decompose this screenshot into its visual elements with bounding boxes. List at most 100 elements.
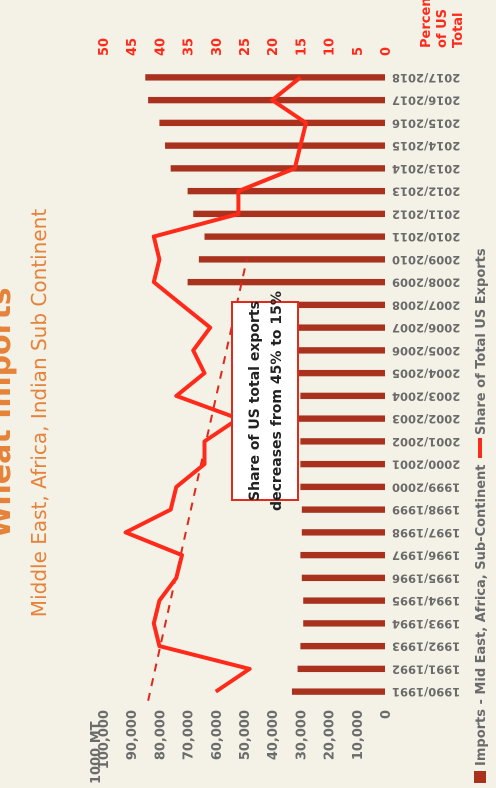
y-left-tick-labels: 0 10,000 20,000 30,000 40,000 50,000 60,000 70,… (97, 710, 394, 769)
x-tick-label: 2000/2001 (392, 458, 460, 472)
bar (198, 256, 385, 263)
y-left-tick: 0 (379, 710, 394, 719)
x-tick-label: 1992/1993 (392, 640, 460, 654)
x-tick-label: 1996/1997 (392, 549, 460, 563)
y-left-tick: 30,000 (294, 710, 309, 760)
bar (187, 278, 385, 286)
bar (297, 665, 385, 673)
x-tick-label: 2012/2013 (392, 185, 460, 199)
bar (291, 688, 385, 695)
chart-title: Wheat Imports (0, 287, 18, 538)
x-tick-label: 2001/2002 (392, 435, 460, 449)
bar (303, 620, 385, 627)
x-tick-label: 1998/1999 (392, 503, 460, 517)
legend-bar-swatch (474, 771, 486, 783)
annotation-box: Share of US total exports decreases from… (231, 291, 299, 511)
bar (300, 483, 385, 491)
x-tick-label: 1991/1992 (392, 662, 460, 676)
y-right-unit-line2: of US (435, 9, 450, 48)
annotation-frame (231, 301, 299, 501)
y-right-unit-line3: Total (451, 12, 466, 48)
share-line (123, 75, 308, 694)
bar (300, 551, 385, 559)
x-tick-label: 2007/2008 (392, 298, 460, 312)
trendline (147, 259, 248, 701)
x-tick-label: 2006/2007 (392, 321, 460, 335)
y-right-tick: 20 (266, 38, 281, 56)
y-right-unit-line1: Percent (419, 0, 434, 48)
x-tick-label: 2004/2005 (392, 367, 460, 381)
bar (193, 210, 385, 218)
bar (303, 597, 385, 604)
y-right-tick: 5 (351, 47, 366, 56)
chart-subtitle: Middle East, Africa, Indian Sub Continen… (27, 209, 51, 618)
x-tick-label: 2009/2010 (392, 253, 460, 267)
bar (300, 460, 385, 468)
bar (298, 415, 385, 422)
y-right-tick: 25 (238, 38, 253, 56)
y-right-tick: 0 (379, 47, 394, 56)
bar (300, 392, 385, 400)
y-left-tick: 90,000 (125, 710, 140, 760)
x-tick-label: 2011/2012 (392, 207, 460, 221)
y-left-tick: 50,000 (238, 710, 253, 760)
bar (159, 119, 385, 127)
x-tick-label: 2010/2011 (392, 230, 460, 244)
x-tick-label: 1997/1998 (392, 526, 460, 540)
y-right-tick: 15 (294, 38, 309, 56)
x-tick-label: 2013/2014 (392, 162, 460, 176)
x-tick-label: 1990/1991 (392, 685, 460, 699)
y-left-tick: 40,000 (266, 710, 281, 760)
bar (300, 438, 385, 445)
x-tick-label: 2005/2006 (392, 344, 460, 358)
y-left-unit: 1000 MT (89, 721, 104, 784)
y-right-tick: 40 (153, 38, 168, 56)
bar (301, 529, 385, 536)
y-left-tick: 20,000 (323, 710, 338, 760)
legend: Imports - Mid East, Africa, Sub-Continen… (474, 248, 489, 783)
x-tick-label: 1995/1996 (392, 571, 460, 585)
bar (297, 347, 385, 354)
x-tick-label: 1994/1995 (392, 594, 460, 608)
annotation-line1: Share of US total exports (247, 301, 263, 501)
x-tick-label: 2002/2003 (392, 412, 460, 426)
x-tick-labels: 1990/1991 1991/1992 1992/1993 1993/1994 1994… (392, 71, 460, 699)
y-left-tick: 80,000 (153, 710, 168, 760)
y-right-tick: 30 (210, 38, 225, 56)
y-left-tick: 70,000 (182, 710, 197, 760)
legend-bar-label: Imports - Mid East, Africa, Sub-Continen… (474, 464, 489, 766)
annotation-line2: decreases from 45% to 15% (269, 291, 285, 511)
bar (165, 142, 385, 149)
bar (148, 96, 385, 104)
x-tick-label: 1993/1994 (392, 617, 460, 631)
y-left-tick: 60,000 (210, 710, 225, 760)
x-tick-label: 1999/2000 (392, 480, 460, 494)
x-tick-label: 2015/2016 (392, 116, 460, 130)
bar (301, 574, 385, 582)
bar (300, 642, 385, 650)
bar (297, 369, 385, 377)
bar-series (145, 74, 386, 695)
bar (170, 165, 385, 172)
bar (301, 506, 385, 513)
y-right-tick: 45 (125, 38, 140, 56)
bar (204, 233, 385, 240)
x-tick-label: 2017/2018 (392, 71, 460, 85)
y-right-tick-labels: 0 5 10 15 20 25 30 35 40 45 50 (97, 38, 394, 56)
y-right-tick: 35 (182, 38, 197, 56)
y-right-tick: 50 (97, 38, 112, 56)
x-tick-label: 2016/2017 (392, 94, 460, 108)
x-tick-label: 2014/2015 (392, 139, 460, 153)
y-right-tick: 10 (323, 38, 338, 56)
bar (187, 187, 385, 195)
bar (296, 324, 386, 331)
legend-line-label: Share of Total US Exports (474, 248, 489, 435)
bar (145, 74, 385, 81)
y-left-tick: 10,000 (351, 710, 366, 760)
x-tick-label: 2003/2004 (392, 389, 460, 403)
x-tick-label: 2008/2009 (392, 276, 460, 290)
y-left-tick: 100,000 (97, 710, 112, 769)
